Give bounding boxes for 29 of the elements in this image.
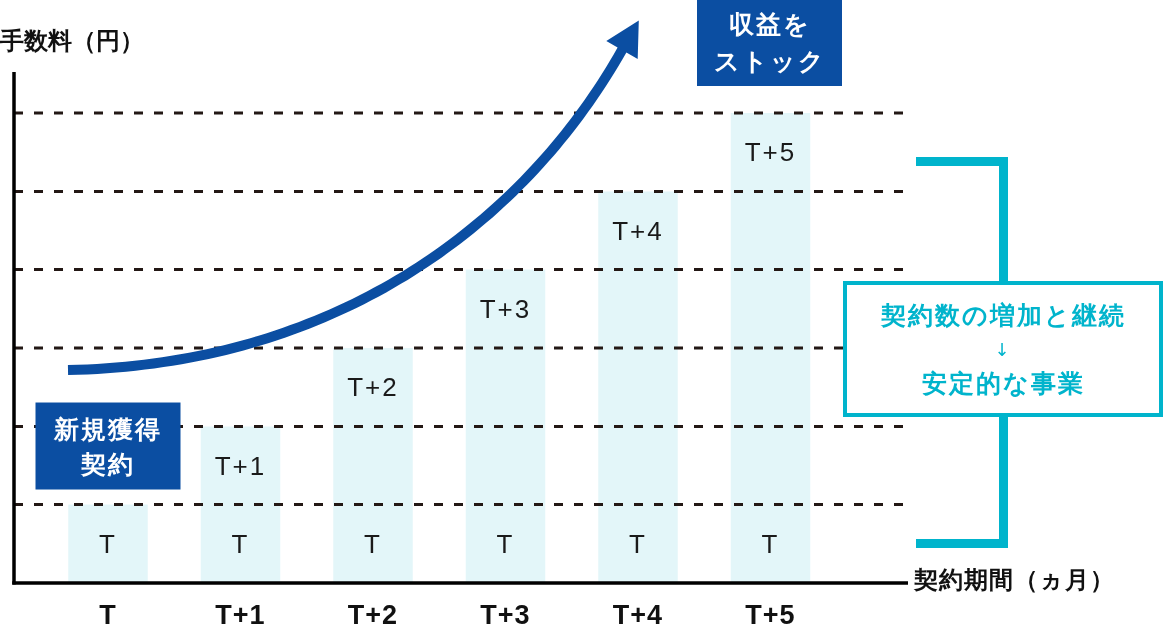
annotation: T+4 [612,215,664,246]
annotation: T+1 [214,450,267,481]
x-tick-label: T+5 [745,600,796,630]
x-tick-label: T [99,600,117,630]
bar [200,426,281,583]
annotation: T [99,528,117,559]
bar [730,113,811,583]
x-tick-label: T+3 [480,600,531,630]
annotation: T [629,528,647,559]
annotation: 契約数の増加と継続 ↓ 安定的な事業 [879,300,1126,398]
x-tick-label: T+1 [215,600,266,630]
bar [68,504,148,583]
annotation: T [231,528,250,559]
annotation: T+2 [347,372,399,403]
annotation: 新規獲得契約 [53,415,162,480]
y-axis-title: 手数料（円） [0,27,144,55]
annotation: T [364,528,382,559]
bar [598,191,678,583]
annotation: T+3 [479,293,532,324]
x-tick-label: T+2 [347,600,399,630]
text: ストック [713,46,826,76]
x-tick-label: T+4 [612,600,664,630]
bar [465,269,546,583]
x-axis-title: 契約期間（ヵ月） [913,566,1115,594]
annotation: T [496,528,515,559]
annotation: T+5 [744,137,797,168]
text: 収益を [728,9,811,39]
annotation: T [761,528,780,559]
bar [333,348,413,583]
